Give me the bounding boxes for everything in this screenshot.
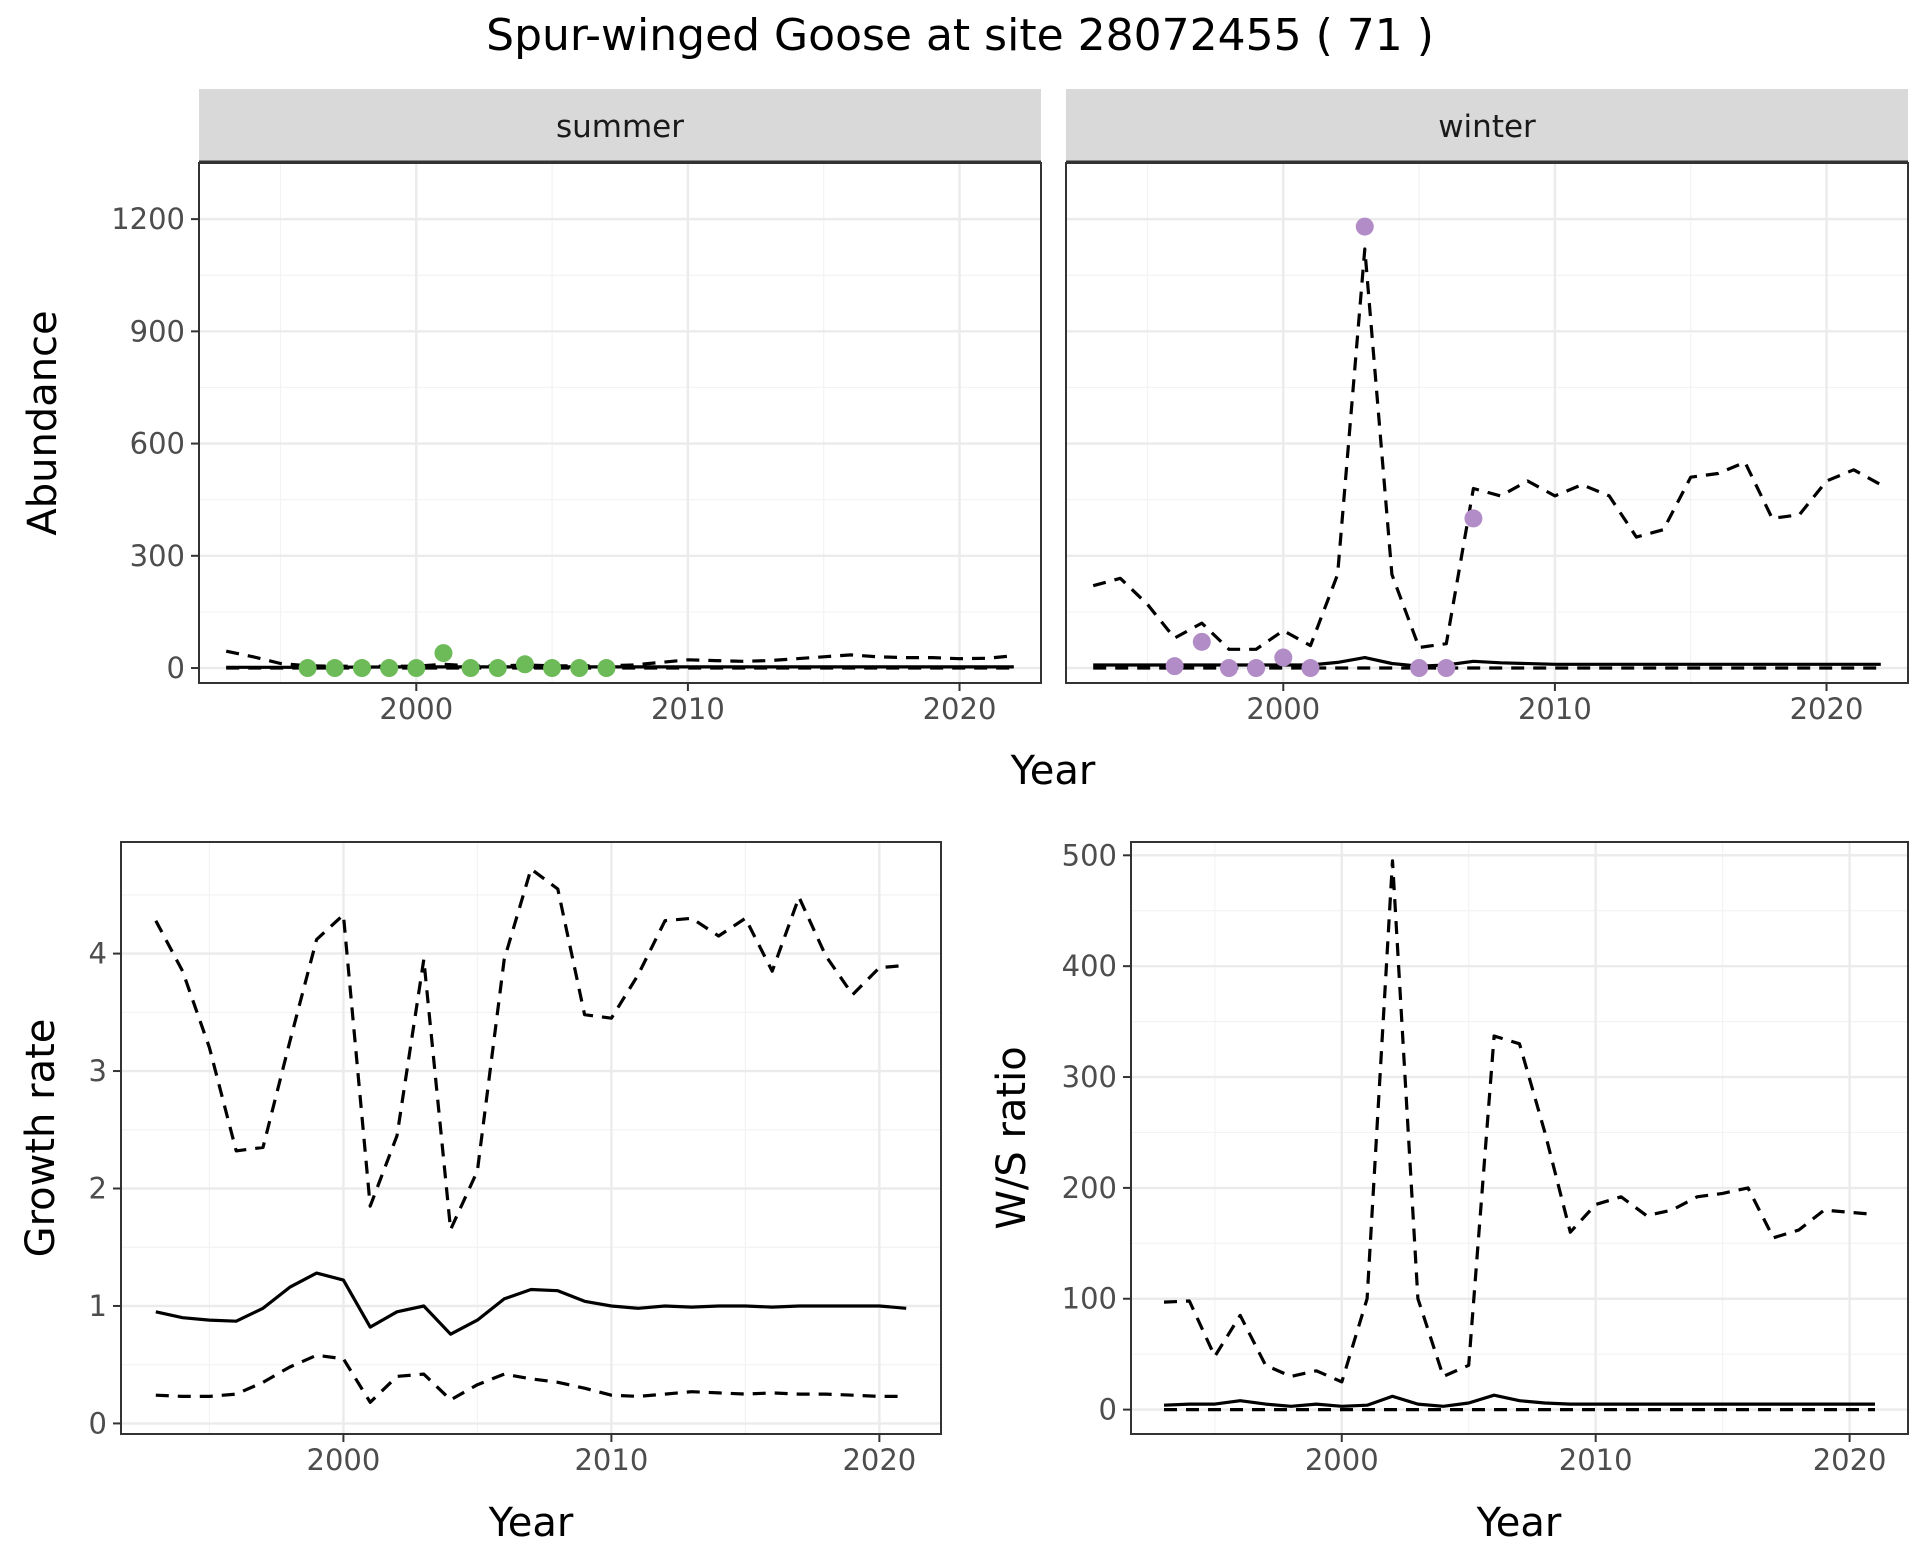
panel-growth-grid (121, 842, 941, 1434)
y-tick-label: 400 (1062, 949, 1117, 983)
panel-abundance-summer: summer (198, 89, 1042, 684)
data-point (1219, 659, 1238, 678)
y-tick-label: 0 (89, 1406, 107, 1440)
growth-x-title: Year (488, 1500, 574, 1546)
data-point (597, 659, 616, 678)
ratio-y-title: W/S ratio (989, 1046, 1035, 1229)
panel-winter-border (1065, 162, 1909, 684)
series-line-solid (155, 1271, 907, 1336)
series-line-dashed (154, 867, 907, 1232)
panel-growth-marks (154, 867, 907, 1404)
series-line-dashed (1163, 859, 1876, 1384)
data-point (325, 659, 344, 678)
data-point (1355, 217, 1374, 236)
series-line-dashed (1092, 247, 1882, 651)
figure-title: Spur-winged Goose at site 28072455 ( 71 … (486, 10, 1434, 61)
panel-abundance-winter: winter (1065, 89, 1909, 684)
data-point (488, 659, 507, 678)
series-line-dashed (225, 649, 1014, 668)
y-tick-label: 300 (1062, 1060, 1117, 1094)
x-tick-label: 2020 (1813, 1443, 1887, 1477)
data-point (298, 659, 317, 678)
x-tick-label: 2010 (1559, 1443, 1633, 1477)
x-tick-label: 2010 (651, 692, 725, 726)
abundance-axes: 2000 2010 2020 2000 2010 2020 0 300 600 900 1200 (111, 202, 1863, 726)
strip-summer-bg (199, 89, 1041, 162)
y-tick-label: 200 (1062, 1171, 1117, 1205)
data-point (1437, 659, 1456, 678)
panel-summer-marks (225, 644, 1014, 678)
abundance-x-title: Year (1010, 748, 1096, 794)
data-point (1410, 659, 1429, 678)
data-point (1192, 632, 1211, 651)
data-point (352, 659, 371, 678)
growth-y-title: Growth rate (18, 1019, 64, 1258)
y-tick-label: 0 (1099, 1393, 1117, 1427)
growth-axes: 2000 2010 2020 0 1 2 3 4 (89, 937, 917, 1477)
x-tick-label: 2000 (1305, 1443, 1379, 1477)
series-line-solid (1093, 655, 1881, 668)
data-point (461, 659, 480, 678)
strip-winter-bg (1066, 89, 1908, 162)
data-point (543, 659, 562, 678)
y-tick-label: 1200 (111, 202, 185, 236)
x-tick-label: 2010 (1518, 692, 1592, 726)
series-line-solid (1163, 1393, 1875, 1408)
panel-summer-border (198, 162, 1042, 684)
data-point (1274, 648, 1293, 667)
panel-summer-grid (199, 163, 1041, 683)
y-tick-label: 0 (167, 651, 185, 685)
abundance-y-title: Abundance (20, 310, 66, 535)
x-tick-label: 2020 (842, 1443, 916, 1477)
panel-ratio-grid (1131, 842, 1908, 1434)
y-tick-label: 500 (1062, 838, 1117, 872)
x-tick-label: 2020 (1790, 692, 1864, 726)
series-line-dashed (155, 1353, 907, 1404)
ratio-axes: 2000 2010 2020 0 100 200 300 400 500 (1062, 838, 1887, 1477)
panel-growth: 2000 2010 2020 0 1 2 3 4 Growth rate Year (18, 841, 942, 1546)
panel-growth-border (120, 841, 942, 1435)
panel-winter-marks (1092, 217, 1882, 678)
data-point (1165, 657, 1184, 676)
data-point (1301, 659, 1320, 678)
strip-winter-label: winter (1438, 109, 1536, 145)
data-point (1247, 659, 1266, 678)
data-point (515, 655, 534, 674)
y-tick-label: 300 (130, 539, 185, 573)
panel-ratio: 2000 2010 2020 0 100 200 300 400 500 W/S ratio Y… (989, 838, 1909, 1546)
strip-summer-label: summer (556, 109, 684, 145)
y-tick-label: 600 (130, 427, 185, 461)
x-tick-label: 2000 (1246, 692, 1320, 726)
x-tick-label: 2000 (307, 1443, 381, 1477)
y-tick-label: 1 (89, 1289, 107, 1323)
data-point (407, 659, 426, 678)
x-tick-label: 2000 (379, 692, 453, 726)
data-point (570, 659, 589, 678)
data-point (380, 659, 399, 678)
y-tick-label: 100 (1062, 1282, 1117, 1316)
y-tick-label: 2 (89, 1172, 107, 1206)
panel-ratio-marks (1163, 859, 1876, 1412)
y-tick-label: 4 (89, 937, 107, 971)
y-tick-label: 3 (89, 1054, 107, 1088)
y-tick-label: 900 (130, 314, 185, 348)
data-point (1464, 509, 1483, 528)
x-tick-label: 2020 (923, 692, 997, 726)
ratio-x-title: Year (1476, 1500, 1562, 1546)
x-tick-label: 2010 (574, 1443, 648, 1477)
panel-winter-grid (1066, 163, 1908, 683)
data-point (434, 644, 453, 663)
panel-ratio-border (1130, 841, 1909, 1435)
